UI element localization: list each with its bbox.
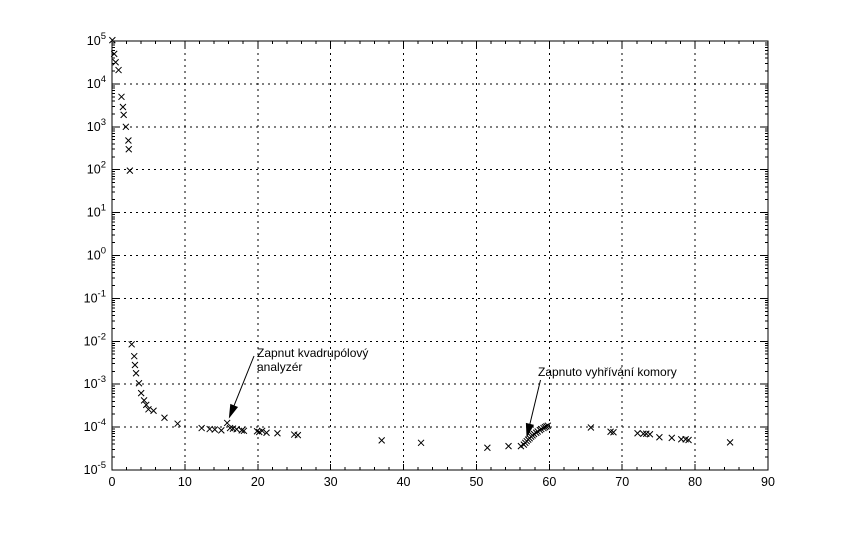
annotation-arrowhead [525, 422, 534, 438]
data-point-marker [137, 389, 145, 397]
data-point-marker [132, 369, 140, 377]
data-point-marker [544, 422, 552, 430]
data-point-marker [223, 419, 231, 427]
data-point-marker [646, 430, 654, 438]
data-point-marker [122, 123, 130, 131]
data-point-marker [668, 434, 676, 442]
data-point-marker [274, 429, 281, 437]
data-point-marker [130, 352, 138, 360]
data-point-marker [126, 167, 134, 175]
y-tick-label: 10-1 [84, 288, 106, 305]
y-tick-label: 100 [87, 246, 106, 263]
x-tick-label: 50 [469, 475, 483, 489]
y-tick-label: 102 [87, 160, 106, 177]
y-tick-label: 103 [87, 117, 106, 134]
data-point-marker [119, 103, 127, 111]
x-tick-label: 70 [615, 475, 629, 489]
data-point-marker [161, 414, 168, 422]
annotation-arrows [228, 355, 541, 438]
data-point-marker [198, 424, 206, 432]
data-point-marker [120, 111, 128, 119]
plot-border [111, 40, 769, 471]
x-tick-label: 20 [251, 475, 265, 489]
y-tick-label: 105 [87, 31, 106, 48]
data-point-marker [610, 428, 617, 436]
y-tick-label: 104 [87, 74, 106, 91]
annotation-arrow-line [233, 355, 255, 407]
data-point-marker [233, 425, 240, 433]
data-point-marker [238, 426, 246, 434]
data-point-marker [634, 429, 641, 437]
annotation-quadrupole-analyzer: Zapnut kvadrupólový analyzér [257, 346, 369, 374]
data-point-marker [587, 424, 595, 431]
data-point-marker [505, 442, 512, 450]
axes-frame [111, 40, 769, 471]
data-point-marker [135, 379, 143, 387]
annotation-arrowhead [228, 403, 239, 419]
data-point-marker [240, 427, 248, 435]
data-points [109, 36, 734, 452]
data-point-marker [726, 439, 734, 446]
y-tick-label: 101 [87, 203, 106, 220]
data-point-marker [543, 423, 550, 430]
x-tick-label: 90 [761, 475, 775, 489]
data-point-marker [417, 439, 425, 447]
x-tick-label: 80 [688, 475, 702, 489]
annotation-text-line: Zapnuto vyhřívání komory [538, 365, 677, 379]
x-tick-label: 0 [109, 475, 116, 489]
data-point-marker [125, 137, 132, 144]
annotation-text-line: Zapnut kvadrupólový [257, 346, 369, 360]
axis-ticks [111, 40, 769, 471]
data-point-marker [174, 420, 181, 428]
data-point-marker [125, 145, 133, 153]
annotation-chamber-heating: Zapnuto vyhřívání komory [538, 365, 677, 380]
data-point-marker [258, 427, 266, 435]
data-point-marker [110, 50, 118, 58]
data-point-marker [115, 66, 122, 74]
data-point-marker [109, 36, 116, 44]
data-point-marker [294, 431, 302, 439]
x-tick-label: 40 [397, 475, 411, 489]
y-tick-label: 10-5 [84, 460, 106, 477]
data-point-marker [112, 58, 119, 66]
data-point-marker [537, 425, 545, 433]
data-point-marker [640, 430, 647, 438]
data-point-marker [530, 430, 538, 438]
data-point-marker [131, 361, 139, 369]
x-tick-label: 10 [178, 475, 192, 489]
data-point-marker [685, 436, 692, 444]
annotation-arrow-line [529, 379, 541, 425]
data-point-marker [118, 93, 125, 101]
y-tick-label: 10-3 [84, 374, 106, 391]
data-point-marker [263, 429, 270, 437]
annotation-text-line: analyzér [257, 359, 303, 374]
x-tick-label: 60 [542, 475, 556, 489]
data-point-marker [145, 405, 152, 413]
data-point-marker [656, 433, 663, 441]
data-point-marker [128, 340, 136, 348]
axis-tick-labels: 0 10 20 30 40 50 60 70 80 90 105 104 103 102 101 100 10-… [84, 31, 775, 489]
data-point-marker [378, 437, 386, 444]
data-point-marker [484, 444, 491, 452]
x-tick-label: 30 [324, 475, 338, 489]
gridlines [112, 41, 768, 470]
data-point-marker [140, 397, 148, 404]
data-point-marker [142, 401, 150, 409]
data-point-marker [211, 426, 219, 433]
y-tick-label: 10-4 [84, 417, 106, 434]
y-tick-label: 10-2 [84, 331, 106, 348]
data-point-marker [217, 426, 225, 434]
data-point-marker [150, 407, 157, 415]
